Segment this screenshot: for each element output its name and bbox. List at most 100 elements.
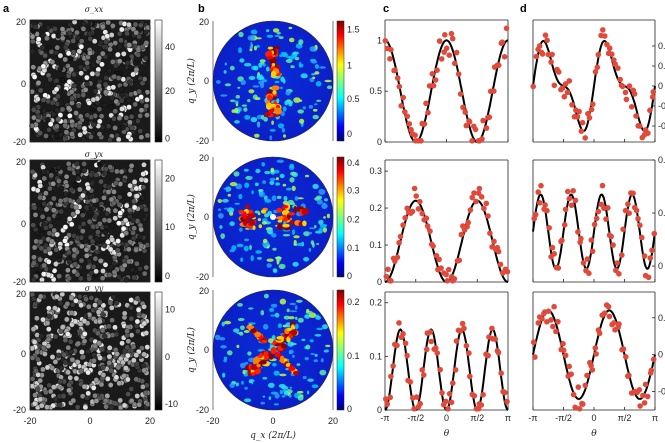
particle — [78, 257, 85, 264]
particle — [62, 359, 69, 365]
particle — [67, 113, 73, 119]
particle — [29, 383, 36, 389]
particle — [77, 224, 83, 230]
speckle — [277, 323, 282, 329]
particle — [112, 125, 118, 131]
particle — [37, 377, 43, 384]
particle — [45, 272, 52, 278]
speckle — [234, 107, 238, 114]
speckle — [233, 171, 240, 177]
particle — [40, 366, 46, 373]
speckle — [281, 53, 289, 57]
particle — [67, 259, 73, 265]
speckle — [215, 334, 221, 340]
particle — [64, 183, 70, 189]
particle — [44, 364, 51, 371]
particle — [57, 66, 64, 72]
speckle — [264, 199, 272, 203]
data-point — [413, 193, 420, 199]
particle — [108, 196, 115, 203]
particle — [82, 404, 89, 411]
data-point — [538, 182, 544, 189]
data-point — [535, 189, 541, 195]
speckle — [234, 202, 240, 205]
particle — [29, 33, 36, 40]
particle — [101, 44, 107, 50]
y-tick-label: 20 — [16, 157, 26, 167]
particle — [117, 397, 123, 404]
data-point — [593, 351, 599, 357]
particle — [48, 172, 55, 178]
speckle — [324, 79, 332, 83]
speckle — [297, 109, 305, 114]
data-point — [622, 89, 629, 96]
speckle — [318, 219, 324, 225]
data-point — [382, 38, 389, 44]
x-tick-label: π — [652, 413, 658, 423]
particle — [73, 298, 79, 304]
data-point — [551, 303, 557, 310]
x-tick-label: -π — [528, 413, 537, 423]
data-point — [588, 106, 595, 113]
speckle — [236, 344, 240, 349]
data-point — [574, 114, 581, 120]
row-title-syy: σ_yy — [85, 284, 104, 293]
data-point — [404, 113, 411, 120]
particle — [35, 36, 42, 42]
particle — [51, 384, 57, 390]
data-point — [594, 64, 601, 71]
particle — [31, 74, 38, 80]
speckle — [226, 189, 230, 192]
particle — [127, 64, 134, 71]
particle — [68, 66, 74, 73]
spectrum-row-3: 20 0 -20 q_y (2π/L) 0.2 0.1 0 — [186, 286, 360, 415]
data-point — [644, 393, 651, 400]
particle — [101, 195, 107, 201]
data-point — [471, 393, 478, 399]
particle — [121, 310, 128, 317]
speckle — [312, 114, 319, 120]
particle — [105, 189, 112, 195]
speckle — [315, 64, 319, 69]
particle — [100, 50, 106, 57]
speckle — [313, 359, 318, 363]
particle — [133, 323, 140, 329]
particle — [93, 268, 99, 275]
data-point — [478, 402, 485, 408]
particle — [75, 340, 82, 347]
plot-c-row-1: 10.50 — [369, 19, 510, 147]
x-tick-label: 20 — [328, 416, 338, 426]
speckle — [256, 114, 263, 120]
speckle — [286, 187, 292, 191]
particle — [82, 331, 88, 337]
peak-blob — [269, 109, 273, 115]
particle — [70, 397, 77, 404]
speckle — [312, 108, 318, 112]
speckle — [241, 380, 244, 385]
particle — [138, 243, 145, 249]
particle — [86, 275, 92, 282]
particle — [61, 351, 67, 358]
peak-blob — [253, 357, 261, 362]
speckle — [292, 229, 295, 236]
particle — [144, 132, 151, 139]
particle — [88, 270, 95, 276]
speckle — [312, 76, 316, 80]
particle — [70, 211, 76, 217]
particle — [86, 258, 92, 264]
particle — [81, 167, 88, 174]
data-point — [647, 255, 654, 261]
particle — [35, 96, 41, 102]
y-tick-label: 0.2 — [658, 41, 665, 51]
particle — [51, 207, 57, 213]
speckle — [283, 134, 286, 138]
particle — [57, 378, 63, 385]
speckle — [271, 120, 274, 125]
data-point — [651, 230, 658, 237]
data-point — [427, 329, 434, 335]
particle — [69, 100, 75, 106]
speckle — [296, 197, 304, 200]
particle — [52, 396, 59, 402]
colorbar-gray — [154, 19, 163, 143]
particle — [141, 320, 148, 327]
